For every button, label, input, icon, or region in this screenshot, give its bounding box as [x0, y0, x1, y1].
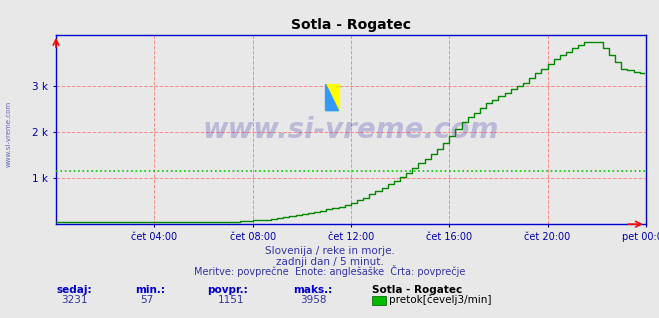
Title: Sotla - Rogatec: Sotla - Rogatec [291, 18, 411, 32]
Text: Slovenija / reke in morje.: Slovenija / reke in morje. [264, 246, 395, 256]
Text: www.si-vreme.com: www.si-vreme.com [203, 115, 499, 144]
Text: povpr.:: povpr.: [208, 285, 248, 294]
Text: maks.:: maks.: [293, 285, 333, 294]
Polygon shape [326, 84, 339, 111]
Text: pretok[čevelj3/min]: pretok[čevelj3/min] [389, 294, 492, 305]
Text: sedaj:: sedaj: [56, 285, 92, 294]
Text: Sotla - Rogatec: Sotla - Rogatec [372, 285, 463, 294]
Text: zadnji dan / 5 minut.: zadnji dan / 5 minut. [275, 257, 384, 266]
Text: Meritve: povprečne  Enote: anglešaške  Črta: povprečje: Meritve: povprečne Enote: anglešaške Črt… [194, 265, 465, 277]
Polygon shape [326, 84, 339, 111]
Text: www.si-vreme.com: www.si-vreme.com [5, 100, 12, 167]
Text: 3958: 3958 [300, 295, 326, 305]
Text: 3231: 3231 [61, 295, 88, 305]
Text: 1151: 1151 [217, 295, 244, 305]
Text: 57: 57 [140, 295, 154, 305]
Text: min.:: min.: [135, 285, 165, 294]
